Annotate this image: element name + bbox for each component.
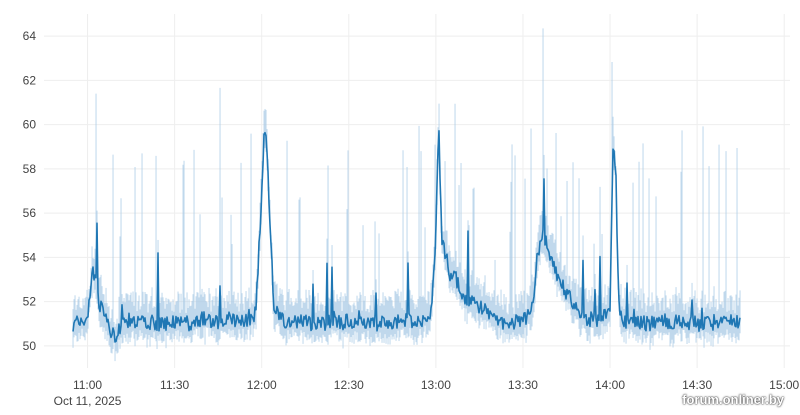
x-tick-label: 15:00 xyxy=(769,378,799,392)
x-tick-label: 14:00 xyxy=(595,378,625,392)
y-axis: 50 52 54 56 58 60 62 64 xyxy=(23,29,37,353)
x-axis: Oct 11, 2025 11:00 11:30 12:00 12:30 13:00 13… xyxy=(54,378,800,408)
y-tick-label: 52 xyxy=(23,295,37,309)
series-line-group xyxy=(72,130,741,343)
series-line xyxy=(72,130,741,343)
x-tick-label: 11:30 xyxy=(160,378,189,392)
y-tick-label: 64 xyxy=(23,29,37,43)
y-tick-label: 50 xyxy=(23,339,37,353)
x-tick-label: 12:30 xyxy=(334,378,364,392)
x-tick-label: 13:30 xyxy=(508,378,538,392)
x-tick-label: 12:00 xyxy=(247,378,277,392)
x-tick-label: 13:00 xyxy=(421,378,451,392)
y-tick-label: 60 xyxy=(23,118,37,132)
y-tick-label: 56 xyxy=(23,206,37,220)
y-tick-label: 58 xyxy=(23,162,37,176)
x-axis-date-label: Oct 11, 2025 xyxy=(54,394,122,408)
x-tick-label: 14:30 xyxy=(682,378,712,392)
y-tick-label: 54 xyxy=(23,250,37,264)
y-tick-label: 62 xyxy=(23,73,37,87)
watermark: forum.onliner.by xyxy=(682,392,784,407)
x-tick-label: 11:00 xyxy=(73,378,102,392)
